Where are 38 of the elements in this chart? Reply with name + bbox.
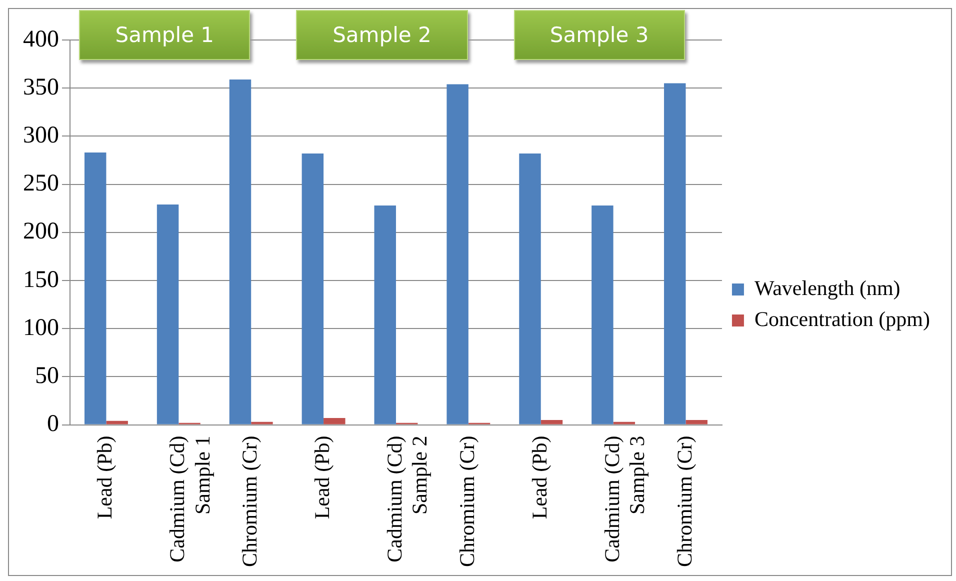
bar [156, 204, 179, 424]
bar [251, 422, 273, 424]
x-tick-label: Cadmium (Cd) Sample 2 [382, 436, 432, 562]
y-tick-label: 0 [47, 411, 59, 438]
sample-tag: Sample 1 [78, 10, 250, 60]
sample-tag: Sample 2 [296, 10, 468, 60]
bar [229, 79, 252, 424]
x-tick-label: Cadmium (Cd) Sample 1 [165, 436, 214, 562]
bar [613, 422, 636, 424]
x-tick-label: Chromium (Cr) [454, 436, 479, 568]
legend-label: Concentration (ppm) [754, 307, 930, 332]
x-tick-label: Chromium (Cr) [672, 436, 696, 568]
x-tick-label: Lead (Pb) [527, 436, 552, 520]
bar [446, 84, 468, 424]
y-tick-label: 400 [23, 26, 59, 52]
bar [540, 420, 563, 424]
x-tick-label: Cadmium (Cd) Sample 3 [600, 436, 650, 562]
bar [84, 152, 106, 424]
bar [106, 420, 128, 424]
x-tick-label: Lead (Pb) [92, 436, 117, 520]
bar [519, 154, 541, 424]
y-tick-label: 50 [35, 362, 59, 389]
x-tick-label: Chromium (Cr) [238, 436, 262, 568]
y-tick-label: 250 [23, 170, 59, 197]
sample-tag: Sample 3 [514, 10, 686, 60]
y-tick-label: 100 [23, 314, 59, 341]
bar [592, 205, 614, 424]
x-tick-label: Lead (Pb) [310, 436, 334, 520]
bar [374, 205, 396, 424]
bar [686, 420, 708, 424]
y-tick-label: 350 [23, 74, 59, 100]
bar [302, 154, 324, 424]
bar [324, 418, 346, 424]
bar [664, 83, 686, 424]
y-tick-label: 300 [23, 122, 59, 148]
y-tick-label: 150 [23, 266, 59, 293]
legend-label: Wavelength (nm) [754, 276, 900, 300]
y-tick-label: 200 [23, 218, 59, 245]
